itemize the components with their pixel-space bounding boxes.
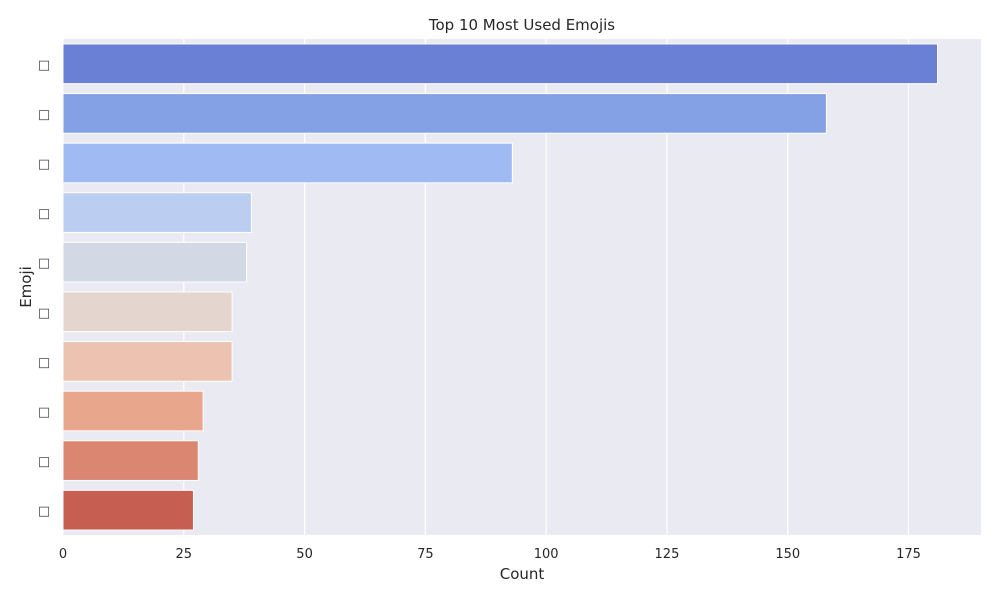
bar-7: [62, 390, 204, 432]
y-tick-label-0: □: [38, 58, 50, 73]
y-tick-label-3: □: [38, 207, 50, 222]
y-axis-ticks: □ □ □ □ □ □ □ □ □ □: [38, 58, 50, 519]
x-tick-label-5: 125: [655, 547, 680, 562]
bar-3: [62, 192, 252, 233]
bar-8: [62, 440, 199, 481]
y-tick-label-1: □: [38, 107, 50, 122]
bar-6: [62, 341, 233, 382]
y-tick-label-5: □: [38, 306, 50, 321]
x-tick-label-3: 75: [417, 547, 434, 562]
y-tick-label-8: □: [38, 455, 50, 470]
x-tick-label-0: 0: [59, 547, 67, 562]
x-tick-label-1: 25: [176, 547, 193, 562]
y-tick-label-4: □: [38, 256, 50, 271]
y-tick-label-2: □: [38, 157, 50, 172]
bar-4: [62, 241, 248, 283]
bars: [62, 43, 939, 531]
bar-9: [62, 489, 194, 531]
y-tick-label-6: □: [38, 355, 50, 370]
x-tick-label-6: 150: [775, 547, 800, 562]
chart-title: Top 10 Most Used Emojis: [428, 16, 615, 34]
bar-2: [62, 142, 513, 184]
y-axis-label: Emoji: [17, 266, 35, 308]
x-tick-label-2: 50: [296, 547, 313, 562]
bar-0: [62, 43, 939, 85]
x-axis-label: Count: [500, 565, 545, 583]
x-tick-label-4: 100: [534, 547, 559, 562]
bar-1: [62, 93, 827, 134]
y-tick-label-9: □: [38, 504, 50, 519]
x-tick-label-7: 175: [896, 547, 921, 562]
y-tick-label-7: □: [38, 405, 50, 420]
x-axis-ticks: 0 25 50 75 100 125 150 175: [59, 547, 921, 562]
bar-5: [62, 291, 233, 333]
